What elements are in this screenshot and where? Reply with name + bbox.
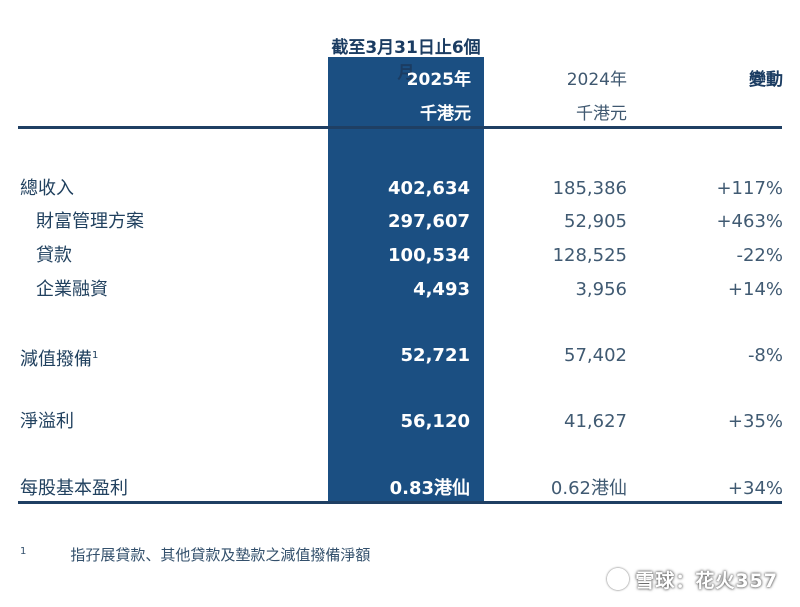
- table-row: 企業融資 4,493 3,956 +14%: [0, 278, 800, 302]
- table-row: 財富管理方案 297,607 52,905 +463%: [0, 210, 800, 234]
- cur-value: 100,534: [388, 245, 470, 266]
- row-label: 財富管理方案: [36, 211, 144, 232]
- row-label: 貸款: [36, 245, 72, 266]
- row-label: 減值撥備1: [20, 344, 98, 372]
- footnote: 1 指孖展貸款、其他貸款及墊款之減值撥備淨額: [20, 544, 370, 565]
- change-value: -22%: [736, 245, 783, 266]
- row-label: 每股基本盈利: [20, 478, 128, 499]
- footnote-ref: 1: [92, 350, 99, 361]
- change-value: +117%: [716, 178, 783, 199]
- cur-unit-header: 千港元: [420, 104, 471, 124]
- row-label: 企業融資: [36, 279, 108, 300]
- table-row: 總收入 402,634 185,386 +117%: [0, 177, 800, 201]
- cur-value: 297,607: [388, 211, 470, 232]
- cur-value: 0.83港仙: [389, 478, 470, 499]
- row-label-text: 減值撥備: [20, 349, 92, 370]
- watermark-text: 雪球：花火357: [635, 570, 778, 592]
- header-rule: [18, 126, 782, 129]
- change-value: +35%: [727, 411, 783, 432]
- footer-rule: [18, 501, 782, 504]
- change-value: -8%: [747, 345, 783, 366]
- period-heading: 截至3月31日止6個月: [331, 38, 481, 83]
- watermark: 雪球：花火357: [607, 566, 778, 593]
- snowball-logo-icon: [607, 568, 630, 590]
- highlight-column: [328, 57, 484, 503]
- change-value: +14%: [727, 279, 783, 300]
- prev-value: 41,627: [564, 411, 627, 432]
- prev-unit-header: 千港元: [576, 104, 627, 124]
- footnote-text: 指孖展貸款、其他貸款及墊款之減值撥備淨額: [70, 546, 371, 564]
- prev-year-header: 2024年: [566, 70, 627, 90]
- footnote-mark: 1: [20, 546, 27, 557]
- cur-value: 402,634: [388, 178, 470, 199]
- table-row: 貸款 100,534 128,525 -22%: [0, 244, 800, 268]
- cur-value: 56,120: [400, 411, 470, 432]
- change-value: +34%: [727, 478, 783, 499]
- row-label: 總收入: [20, 178, 74, 199]
- cur-value: 4,493: [413, 279, 470, 300]
- table-row: 減值撥備1 52,721 57,402 -8%: [0, 344, 800, 370]
- prev-value: 57,402: [564, 345, 627, 366]
- change-header: 變動: [749, 70, 783, 90]
- prev-value: 128,525: [552, 245, 627, 266]
- table-row: 淨溢利 56,120 41,627 +35%: [0, 410, 800, 434]
- cur-value: 52,721: [400, 345, 470, 366]
- prev-value: 52,905: [564, 211, 627, 232]
- prev-value: 0.62港仙: [550, 478, 627, 499]
- change-value: +463%: [716, 211, 783, 232]
- prev-value: 3,956: [575, 279, 627, 300]
- row-label: 淨溢利: [20, 411, 74, 432]
- cur-year-header: 2025年: [406, 70, 471, 90]
- table-row: 每股基本盈利 0.83港仙 0.62港仙 +34%: [0, 477, 800, 501]
- prev-value: 185,386: [552, 178, 627, 199]
